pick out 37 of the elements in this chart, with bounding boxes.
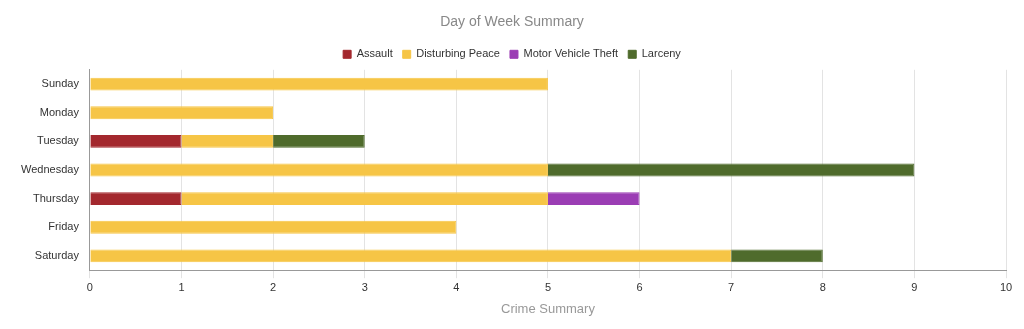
y-tick-label: Monday xyxy=(39,105,80,118)
x-tick-label: 2 xyxy=(270,280,277,293)
legend-label: Assault xyxy=(356,47,393,60)
bar xyxy=(90,163,548,177)
y-tick-label: Saturday xyxy=(34,248,80,261)
x-tick-label: 10 xyxy=(999,280,1013,293)
bar xyxy=(90,192,182,206)
x-tick-label: 7 xyxy=(728,280,735,293)
bar xyxy=(90,220,457,234)
legend-label: Disturbing Peace xyxy=(416,47,500,60)
bar xyxy=(90,134,182,148)
x-tick-label: 0 xyxy=(86,280,93,293)
x-tick-label: 4 xyxy=(453,280,460,293)
x-axis-title: Crime Summary xyxy=(500,300,596,316)
bar xyxy=(547,163,915,177)
bar xyxy=(90,77,548,91)
x-tick-label: 3 xyxy=(361,280,368,293)
bar xyxy=(90,106,274,120)
y-tick-label: Wednesday xyxy=(21,163,80,176)
bar xyxy=(181,134,274,148)
bar xyxy=(731,249,823,263)
y-tick-label: Sunday xyxy=(41,77,80,90)
legend-label: Larceny xyxy=(641,47,682,60)
bar xyxy=(547,192,640,206)
y-tick-label: Thursday xyxy=(33,191,80,204)
x-tick-label: 9 xyxy=(911,280,918,293)
bar xyxy=(90,249,732,263)
y-tick-label: Friday xyxy=(48,220,80,233)
legend-label: Motor Vehicle Theft xyxy=(523,47,619,60)
chart-title: Day of Week Summary xyxy=(440,13,584,30)
bar xyxy=(273,134,365,148)
y-tick-label: Tuesday xyxy=(37,134,80,147)
x-tick-label: 6 xyxy=(636,280,643,293)
x-tick-label: 1 xyxy=(178,280,185,293)
bar xyxy=(181,192,548,206)
x-tick-label: 5 xyxy=(544,280,552,293)
x-tick-label: 8 xyxy=(819,280,826,293)
